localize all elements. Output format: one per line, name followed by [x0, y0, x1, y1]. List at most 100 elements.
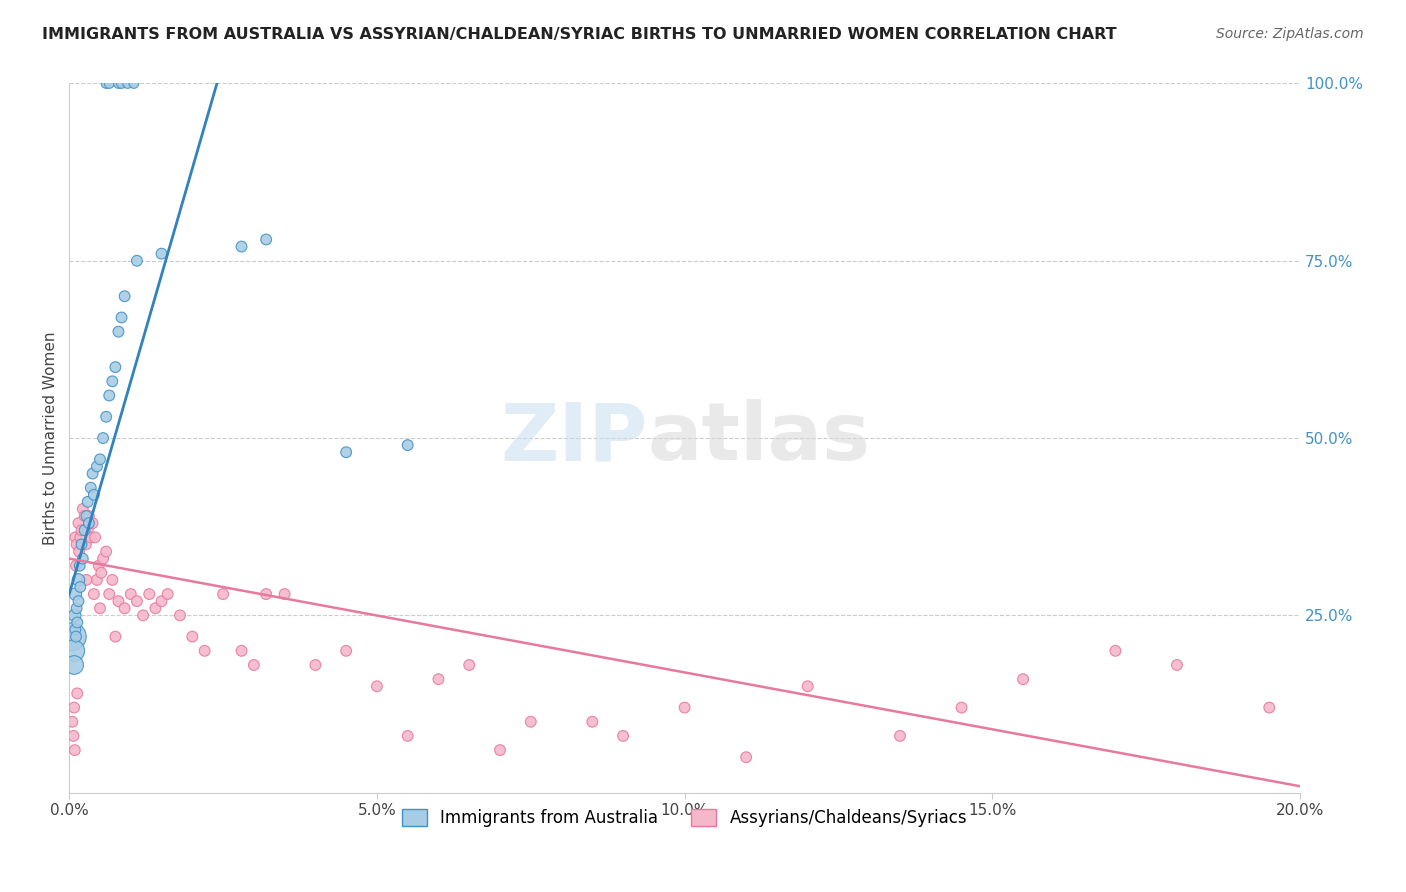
Text: ZIP: ZIP	[501, 399, 648, 477]
Point	[520, 714, 543, 729]
Point	[110, 77, 132, 91]
Point	[181, 630, 204, 644]
Point	[75, 537, 97, 551]
Point	[66, 615, 89, 630]
Point	[65, 558, 87, 573]
Point	[90, 566, 112, 580]
Point	[76, 523, 98, 537]
Point	[65, 587, 87, 601]
Point	[63, 608, 86, 623]
Point	[91, 551, 114, 566]
Point	[69, 558, 91, 573]
Point	[581, 714, 603, 729]
Legend: Immigrants from Australia, Assyrians/Chaldeans/Syriacs: Immigrants from Australia, Assyrians/Cha…	[395, 803, 974, 834]
Point	[117, 77, 139, 91]
Point	[138, 587, 160, 601]
Point	[101, 374, 124, 388]
Point	[194, 644, 217, 658]
Text: Source: ZipAtlas.com: Source: ZipAtlas.com	[1216, 27, 1364, 41]
Point	[150, 246, 173, 260]
Point	[1258, 700, 1281, 714]
Point	[122, 77, 145, 91]
Point	[156, 587, 179, 601]
Point	[458, 658, 481, 673]
Point	[77, 509, 100, 524]
Point	[231, 239, 253, 253]
Point	[98, 77, 121, 91]
Point	[60, 630, 83, 644]
Point	[114, 601, 136, 615]
Point	[65, 601, 87, 615]
Point	[84, 530, 107, 544]
Point	[75, 573, 97, 587]
Point	[77, 516, 100, 530]
Point	[67, 516, 90, 530]
Point	[254, 232, 277, 246]
Point	[101, 573, 124, 587]
Point	[120, 587, 142, 601]
Point	[145, 601, 167, 615]
Point	[87, 558, 110, 573]
Text: atlas: atlas	[648, 399, 870, 477]
Point	[67, 573, 90, 587]
Point	[62, 729, 84, 743]
Point	[80, 530, 103, 544]
Point	[66, 686, 89, 700]
Point	[107, 594, 129, 608]
Point	[125, 594, 148, 608]
Point	[89, 601, 111, 615]
Point	[69, 530, 91, 544]
Point	[212, 587, 235, 601]
Point	[796, 679, 818, 693]
Point	[73, 509, 96, 524]
Point	[70, 523, 93, 537]
Point	[89, 452, 111, 467]
Point	[67, 544, 90, 558]
Point	[72, 551, 94, 566]
Point	[1104, 644, 1126, 658]
Point	[673, 700, 696, 714]
Point	[254, 587, 277, 601]
Point	[75, 509, 97, 524]
Point	[125, 253, 148, 268]
Point	[63, 743, 86, 757]
Point	[243, 658, 266, 673]
Point	[73, 523, 96, 537]
Point	[335, 445, 357, 459]
Point	[82, 467, 104, 481]
Point	[60, 714, 83, 729]
Text: IMMIGRANTS FROM AUSTRALIA VS ASSYRIAN/CHALDEAN/SYRIAC BIRTHS TO UNMARRIED WOMEN : IMMIGRANTS FROM AUSTRALIA VS ASSYRIAN/CH…	[42, 27, 1116, 42]
Point	[107, 77, 129, 91]
Point	[132, 608, 155, 623]
Point	[104, 360, 127, 375]
Point	[86, 573, 108, 587]
Point	[304, 658, 326, 673]
Point	[63, 700, 86, 714]
Point	[489, 743, 512, 757]
Point	[1012, 672, 1035, 686]
Point	[67, 594, 90, 608]
Point	[76, 495, 98, 509]
Point	[96, 77, 118, 91]
Point	[366, 679, 388, 693]
Point	[62, 644, 84, 658]
Point	[98, 587, 121, 601]
Point	[63, 658, 86, 673]
Point	[104, 630, 127, 644]
Point	[70, 537, 93, 551]
Point	[110, 310, 132, 325]
Point	[83, 587, 105, 601]
Point	[82, 516, 104, 530]
Point	[65, 537, 87, 551]
Point	[65, 630, 87, 644]
Point	[65, 623, 87, 637]
Point	[273, 587, 295, 601]
Point	[150, 594, 173, 608]
Point	[69, 580, 91, 594]
Point	[91, 431, 114, 445]
Point	[950, 700, 973, 714]
Point	[65, 530, 87, 544]
Point	[889, 729, 911, 743]
Point	[396, 438, 419, 452]
Point	[107, 325, 129, 339]
